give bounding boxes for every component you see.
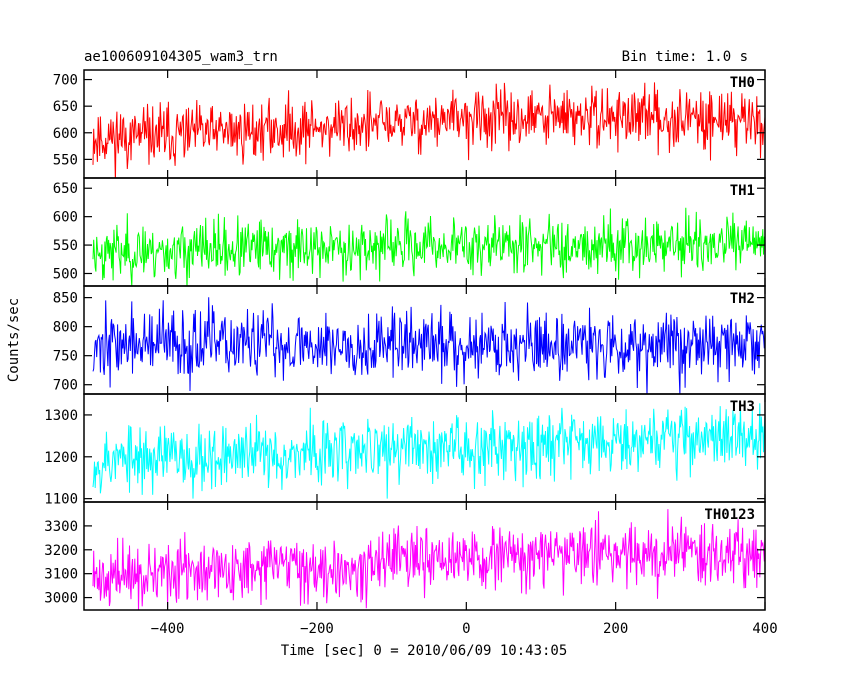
panel-label: TH1 (730, 183, 755, 199)
x-tick-label: 0 (462, 621, 470, 637)
series-line-th0123 (92, 509, 765, 610)
panel-th0: 550 600 650 700 TH0 (53, 69, 766, 179)
y-tick-label: 650 (53, 181, 78, 197)
panel-th3: 1100 1200 1300 TH3 (44, 393, 766, 508)
x-tick-label: 400 (752, 621, 777, 637)
series-line-th0 (92, 82, 765, 178)
panel-label: TH0123 (704, 507, 755, 523)
series-line-th1 (92, 207, 765, 286)
y-tick-label: 550 (53, 238, 78, 254)
y-tick-label: 800 (53, 320, 78, 336)
y-tick-label: 650 (53, 99, 78, 115)
y-tick-label: 1200 (44, 450, 78, 466)
y-tick-label: 550 (53, 152, 78, 168)
chart-title: ae100609104305_wam3_trn (84, 49, 278, 65)
y-tick-label: 3100 (44, 567, 78, 583)
y-tick-label: 1300 (44, 408, 78, 424)
y-tick-label: 700 (53, 378, 78, 394)
panel-th1: 500 550 600 650 TH1 (53, 177, 766, 287)
series-line-th3 (92, 403, 765, 499)
panel-frame (83, 501, 766, 611)
panel-label: TH0 (730, 75, 755, 91)
y-tick-label: 850 (53, 291, 78, 307)
x-tick-label: −400 (151, 621, 185, 637)
panel-th0123: 3000 3100 3200 3300 TH0123 (44, 501, 766, 611)
x-tick-label: −200 (300, 621, 334, 637)
y-tick-label: 700 (53, 73, 78, 89)
panels-group: 550 600 650 700 TH0 500 550 600 650 TH1 700 750 800 8… (44, 69, 778, 637)
y-tick-label: 1100 (44, 492, 78, 508)
y-tick-label: 500 (53, 266, 78, 282)
y-axis-label: Counts/sec (6, 298, 22, 382)
y-tick-label: 750 (53, 349, 78, 365)
x-tick-label: 200 (603, 621, 628, 637)
y-tick-label: 3300 (44, 519, 78, 535)
y-tick-label: 600 (53, 126, 78, 142)
y-tick-label: 3200 (44, 543, 78, 559)
bin-time-label: Bin time: 1.0 s (622, 49, 748, 65)
panel-label: TH3 (730, 399, 755, 415)
series-line-th2 (92, 297, 765, 394)
panel-label: TH2 (730, 291, 755, 307)
y-tick-label: 600 (53, 210, 78, 226)
y-tick-label: 3000 (44, 591, 78, 607)
x-axis-label: Time [sec] 0 = 2010/06/09 10:43:05 (281, 643, 568, 659)
panel-th2: 700 750 800 850 TH2 (53, 285, 766, 395)
